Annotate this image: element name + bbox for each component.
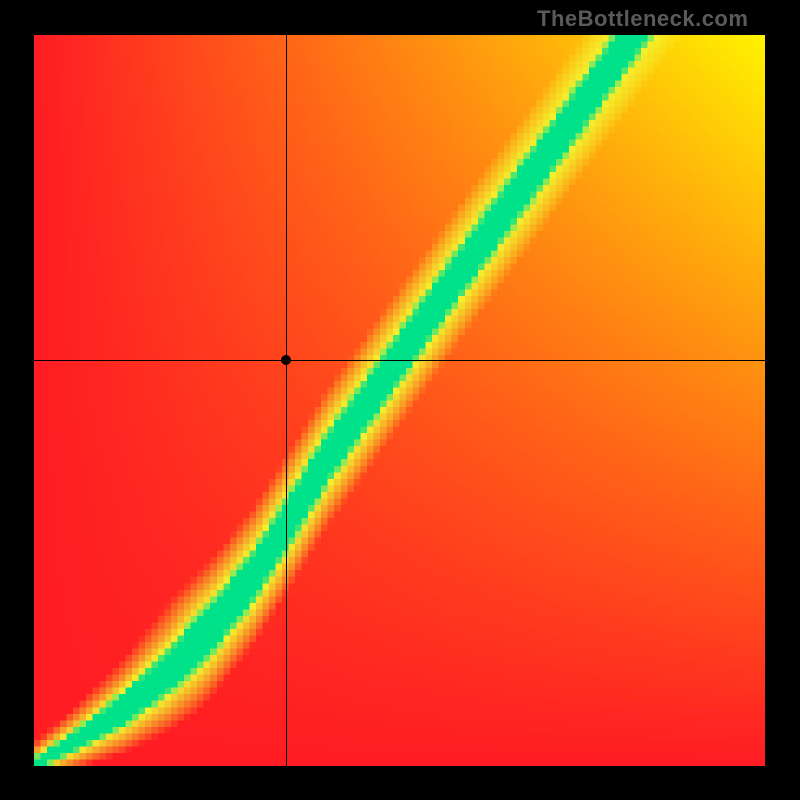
crosshair-vertical	[286, 35, 287, 766]
heatmap-canvas	[34, 35, 765, 766]
watermark-text: TheBottleneck.com	[537, 6, 748, 32]
crosshair-horizontal	[34, 360, 765, 361]
heatmap-plot	[34, 35, 765, 766]
